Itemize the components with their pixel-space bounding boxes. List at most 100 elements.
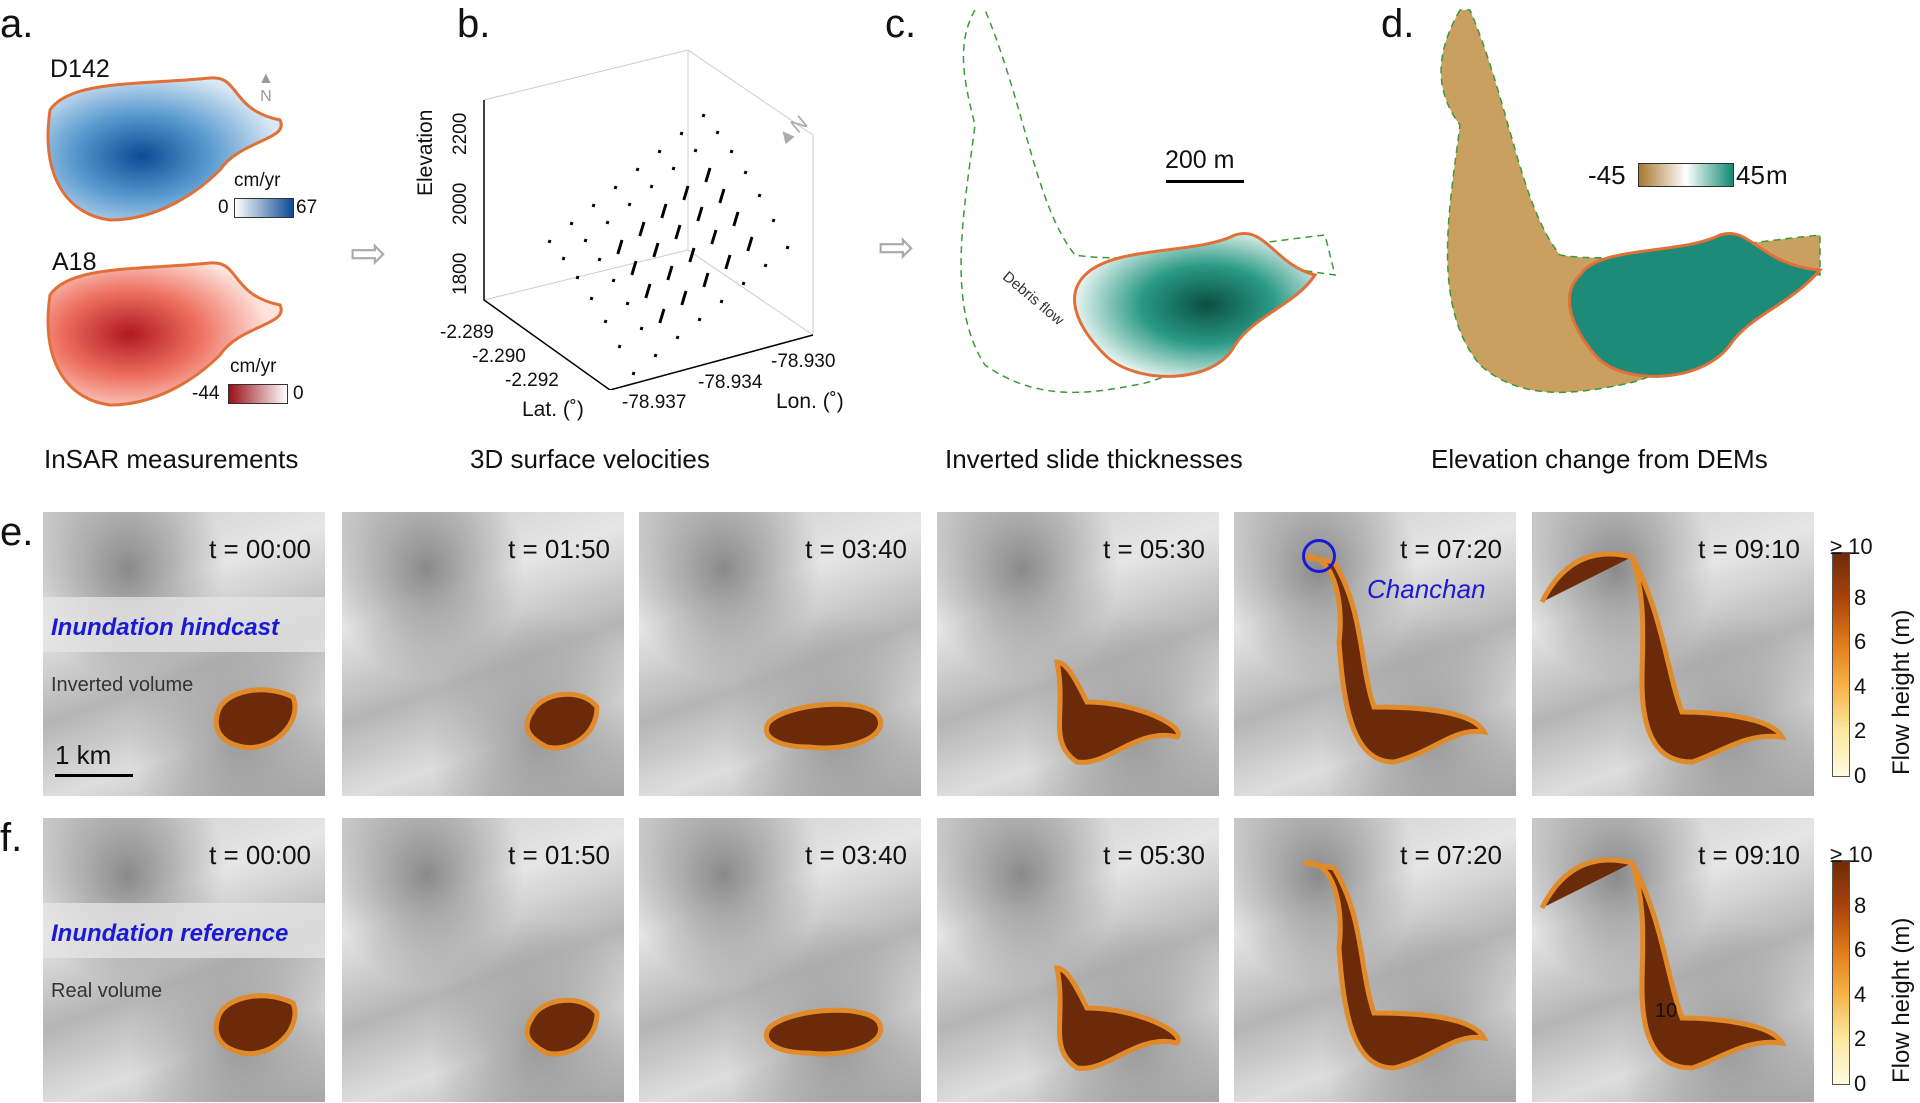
simulation-frame: t = 00:00 Inundation reference Real volume	[43, 818, 325, 1102]
caption-a: InSAR measurements	[44, 444, 299, 474]
simulation-frame: t = 09:10	[1532, 512, 1814, 796]
z-axis-label: Elevation	[414, 109, 437, 196]
velocity-arrow	[583, 238, 588, 243]
a18-map	[46, 261, 283, 407]
colorbar-tick: 4	[1854, 673, 1867, 699]
velocity-arrow	[660, 203, 668, 219]
time-label: t = 01:50	[508, 534, 610, 564]
lat-tick: -2.292	[505, 370, 559, 391]
velocity-arrow	[729, 149, 734, 154]
velocity-arrow	[680, 290, 688, 306]
scalebar	[55, 774, 133, 777]
colorbar-tick: 2	[1854, 718, 1867, 744]
lat-tick: -2.290	[472, 346, 526, 367]
velocity-arrow	[719, 299, 724, 304]
a18-title: A18	[52, 248, 97, 276]
flow-extent	[764, 1007, 883, 1057]
velocity-arrow	[658, 308, 666, 324]
simulation-frame: t = 01:50	[342, 818, 624, 1102]
colorbar-tick: ≥ 10	[1830, 534, 1873, 559]
flow-extent	[764, 701, 883, 751]
colorbar-tick: ≥ 10	[1830, 842, 1873, 867]
velocity-arrow	[701, 113, 706, 118]
velocity-arrow	[627, 202, 632, 207]
caption-b: 3D surface velocities	[470, 444, 710, 474]
velocity-arrow	[591, 203, 596, 208]
velocity-arrow	[763, 263, 768, 268]
velocity-arrow	[724, 254, 732, 270]
time-label: t = 09:10	[1698, 534, 1800, 564]
lon-tick: -78.934	[698, 372, 763, 393]
velocity-arrow	[631, 371, 636, 376]
velocity-arrow	[771, 218, 776, 223]
colorbar-tick: 6	[1854, 937, 1867, 963]
velocity-arrow	[682, 185, 690, 201]
velocity-arrow	[710, 229, 718, 245]
colorbar-title-e: Flow height (m)	[1888, 609, 1915, 775]
a18-min: -44	[192, 383, 220, 404]
velocity-arrow	[639, 326, 644, 331]
panel-label-e: e.	[0, 510, 34, 554]
velocity-arrow	[757, 193, 762, 198]
d142-title: D142	[50, 55, 110, 83]
flow-extent	[1053, 659, 1181, 765]
flow-extent	[524, 691, 600, 751]
velocity-arrow	[616, 239, 624, 255]
velocity-arrow	[715, 130, 720, 135]
velocity-arrow	[635, 167, 640, 172]
d142-unit: cm/yr	[234, 170, 281, 191]
velocity-arrow	[785, 245, 790, 250]
velocity-arrow	[625, 301, 630, 306]
simulation-frame: t = 07:20 Chanchan	[1234, 512, 1516, 796]
velocity-arrow	[666, 265, 674, 281]
velocity-arrow	[638, 221, 646, 237]
flow-height-colorbar-e	[1832, 552, 1850, 777]
scalebar-c	[1166, 180, 1244, 183]
lat-tick: -2.289	[440, 322, 494, 343]
flow-extent	[213, 993, 298, 1056]
z-tick: 2000	[450, 182, 471, 225]
velocity-arrow	[611, 278, 616, 283]
caption-d: Elevation change from DEMs	[1431, 444, 1768, 474]
d142-map	[46, 76, 283, 222]
dem-cmax: 45	[1736, 160, 1765, 190]
velocity-arrow	[561, 256, 566, 261]
velocity-arrow	[743, 170, 748, 175]
arrow-right-icon: ⇨	[878, 223, 915, 272]
volume-label: Real volume	[51, 980, 163, 1002]
time-label: t = 09:10	[1698, 840, 1800, 870]
velocity-arrow	[693, 148, 698, 153]
panel-label-a: a.	[0, 2, 34, 46]
velocity-arrow	[657, 149, 662, 154]
simulation-frame: t = 01:50	[342, 512, 624, 796]
colorbar-tick: 8	[1854, 892, 1867, 918]
dem-unit: m	[1766, 160, 1788, 190]
time-label: t = 07:20	[1400, 840, 1502, 870]
location-circle	[1302, 539, 1336, 573]
a18-colorbar	[228, 384, 288, 404]
scalebar-label-c: 200 m	[1165, 146, 1235, 174]
velocity-arrow	[671, 166, 676, 171]
flow-height-colorbar-f	[1832, 860, 1850, 1085]
a18-unit: cm/yr	[230, 356, 277, 377]
velocity-arrow	[704, 167, 712, 183]
velocity-arrow	[702, 272, 710, 288]
velocity-arrow	[746, 236, 754, 252]
lon-tick: -78.937	[622, 392, 687, 413]
lat-axis-label: Lat. (˚)	[522, 398, 584, 421]
contour-label: 10	[1655, 1000, 1678, 1022]
colorbar-tick: 0	[1854, 1071, 1867, 1096]
velocity-arrow	[697, 317, 702, 322]
lon-axis-label: Lon. (˚)	[776, 390, 844, 413]
velocity-arrow	[649, 184, 654, 189]
velocity-arrow	[589, 296, 594, 301]
simulation-frame: t = 03:40	[639, 818, 921, 1102]
velocity-arrow	[652, 242, 660, 258]
z-tick: 2200	[450, 112, 471, 155]
colorbar-tick: 2	[1854, 1026, 1867, 1052]
d142-max: 67	[296, 197, 318, 218]
flow-extent	[1539, 551, 1787, 765]
velocity-arrow	[597, 257, 602, 262]
z-tick: 1800	[450, 252, 471, 295]
